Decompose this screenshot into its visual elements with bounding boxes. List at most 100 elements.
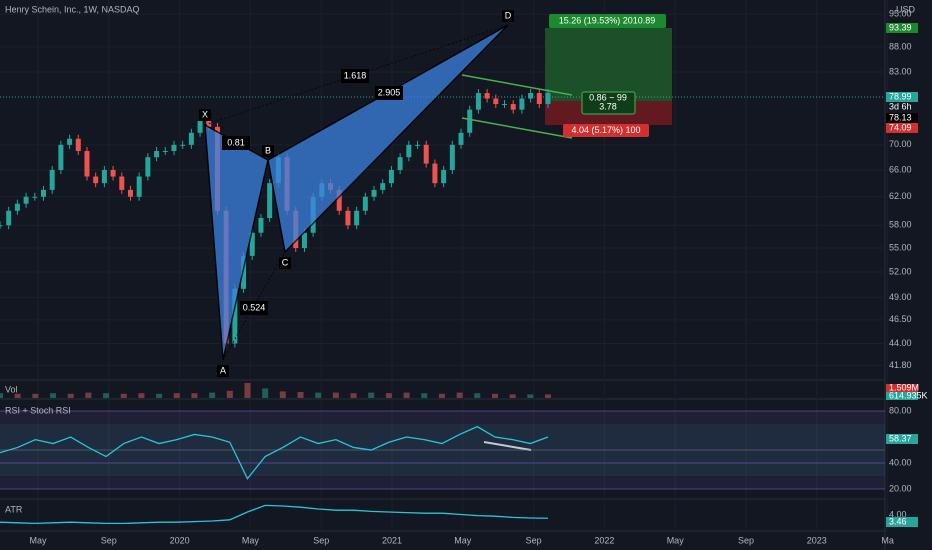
pane-label: Vol	[5, 384, 18, 394]
pane-label: ATR	[5, 504, 23, 514]
price-tag: 78.99	[889, 91, 912, 101]
channel-line	[461, 117, 573, 139]
volume-bar	[67, 393, 74, 398]
y-tick-label: 49.00	[889, 292, 912, 302]
price-tag: 1.509M	[889, 382, 919, 392]
chart-title: Henry Schein, Inc., 1W, NASDAQ	[5, 4, 140, 14]
y-tick-label: 88.00	[889, 41, 912, 51]
volume-bar	[279, 391, 286, 398]
volume-bar	[120, 393, 127, 398]
y-tick-label: 58.00	[889, 220, 912, 230]
candle	[6, 210, 12, 226]
y-tick-label: 20.00	[889, 483, 912, 493]
candle	[180, 144, 186, 146]
candle	[345, 210, 351, 226]
x-tick-label: 2023	[807, 535, 827, 545]
price-tag-bg	[886, 92, 918, 102]
point-label: A	[220, 365, 226, 375]
volume-bar	[156, 393, 163, 398]
x-tick-label: 2022	[594, 535, 614, 545]
candle	[171, 144, 177, 151]
candle	[510, 104, 516, 110]
y-tick-label: 44.00	[889, 338, 912, 348]
volume-bar	[262, 388, 269, 398]
x-tick-label: Sep	[738, 535, 754, 545]
candle	[528, 93, 534, 99]
candle	[467, 109, 473, 133]
candle	[162, 150, 168, 152]
volume-bar	[138, 393, 145, 398]
candle	[14, 203, 20, 211]
point-label-bg	[199, 109, 211, 121]
x-tick-label: May	[242, 535, 260, 545]
y-tick-label: 4.00	[889, 509, 907, 519]
x-tick-label: Sep	[526, 535, 542, 545]
candle	[432, 163, 438, 184]
y-tick-label: 83.00	[889, 66, 912, 76]
x-tick-label: May	[667, 535, 685, 545]
candle	[388, 170, 394, 184]
volume-bar	[85, 392, 92, 398]
ratio-bg	[222, 136, 250, 150]
countdown: 3d 6h	[889, 101, 912, 111]
price-tag-bg	[886, 123, 918, 133]
y-tick-label: 52.00	[889, 266, 912, 276]
channel-line	[461, 74, 573, 96]
volume-bar	[226, 390, 233, 398]
ratio-label: 1.618	[344, 70, 367, 80]
point-label: C	[282, 257, 289, 267]
x-tick-label: May	[29, 535, 47, 545]
ratio-label: 0.81	[227, 137, 245, 147]
currency: USD	[896, 4, 916, 14]
y-tick-label: 70.00	[889, 139, 912, 149]
volume-bar	[385, 393, 392, 398]
x-tick-label: 2021	[382, 535, 402, 545]
candle	[354, 210, 360, 226]
x-tick-label: Sep	[313, 535, 329, 545]
candle	[32, 196, 38, 198]
candle	[458, 132, 464, 145]
candle	[415, 144, 421, 146]
volume-bar	[32, 393, 39, 398]
candle	[258, 217, 264, 233]
candle	[188, 132, 194, 145]
candle	[397, 157, 403, 171]
candle	[154, 150, 160, 158]
candle	[484, 93, 490, 99]
point-label-bg	[217, 365, 229, 377]
volume-bar	[332, 392, 339, 398]
x-tick-label: 2020	[170, 535, 190, 545]
x-tick-label: Sep	[101, 535, 117, 545]
volume-bar	[527, 394, 534, 398]
target-label: 15.26 (19.53%) 2010.89	[559, 15, 656, 25]
candle	[110, 170, 116, 177]
price-tag-bg	[886, 392, 918, 400]
point-label: B	[265, 145, 271, 155]
price-tag-bg	[886, 434, 918, 444]
candle	[241, 255, 247, 289]
point-label-bg	[279, 257, 291, 269]
point-label-bg	[262, 145, 274, 157]
ratio-label: 3.78	[599, 101, 617, 111]
volume-bar	[0, 393, 3, 398]
volume-bar	[209, 392, 216, 398]
volume-bar	[103, 393, 110, 398]
candle	[301, 232, 307, 249]
volume-bar	[50, 393, 57, 398]
candle	[380, 183, 386, 190]
price-tag: 74.09	[889, 122, 912, 132]
candle	[493, 98, 499, 105]
candle	[127, 189, 133, 197]
candle	[449, 144, 455, 171]
volume-bar	[350, 393, 357, 398]
candle	[23, 196, 29, 204]
candle	[58, 144, 64, 171]
volume-bar	[315, 392, 322, 398]
candle	[119, 176, 125, 190]
candle	[406, 144, 412, 158]
candle	[475, 93, 481, 110]
candle	[84, 150, 90, 177]
rsi-line	[0, 425, 549, 480]
